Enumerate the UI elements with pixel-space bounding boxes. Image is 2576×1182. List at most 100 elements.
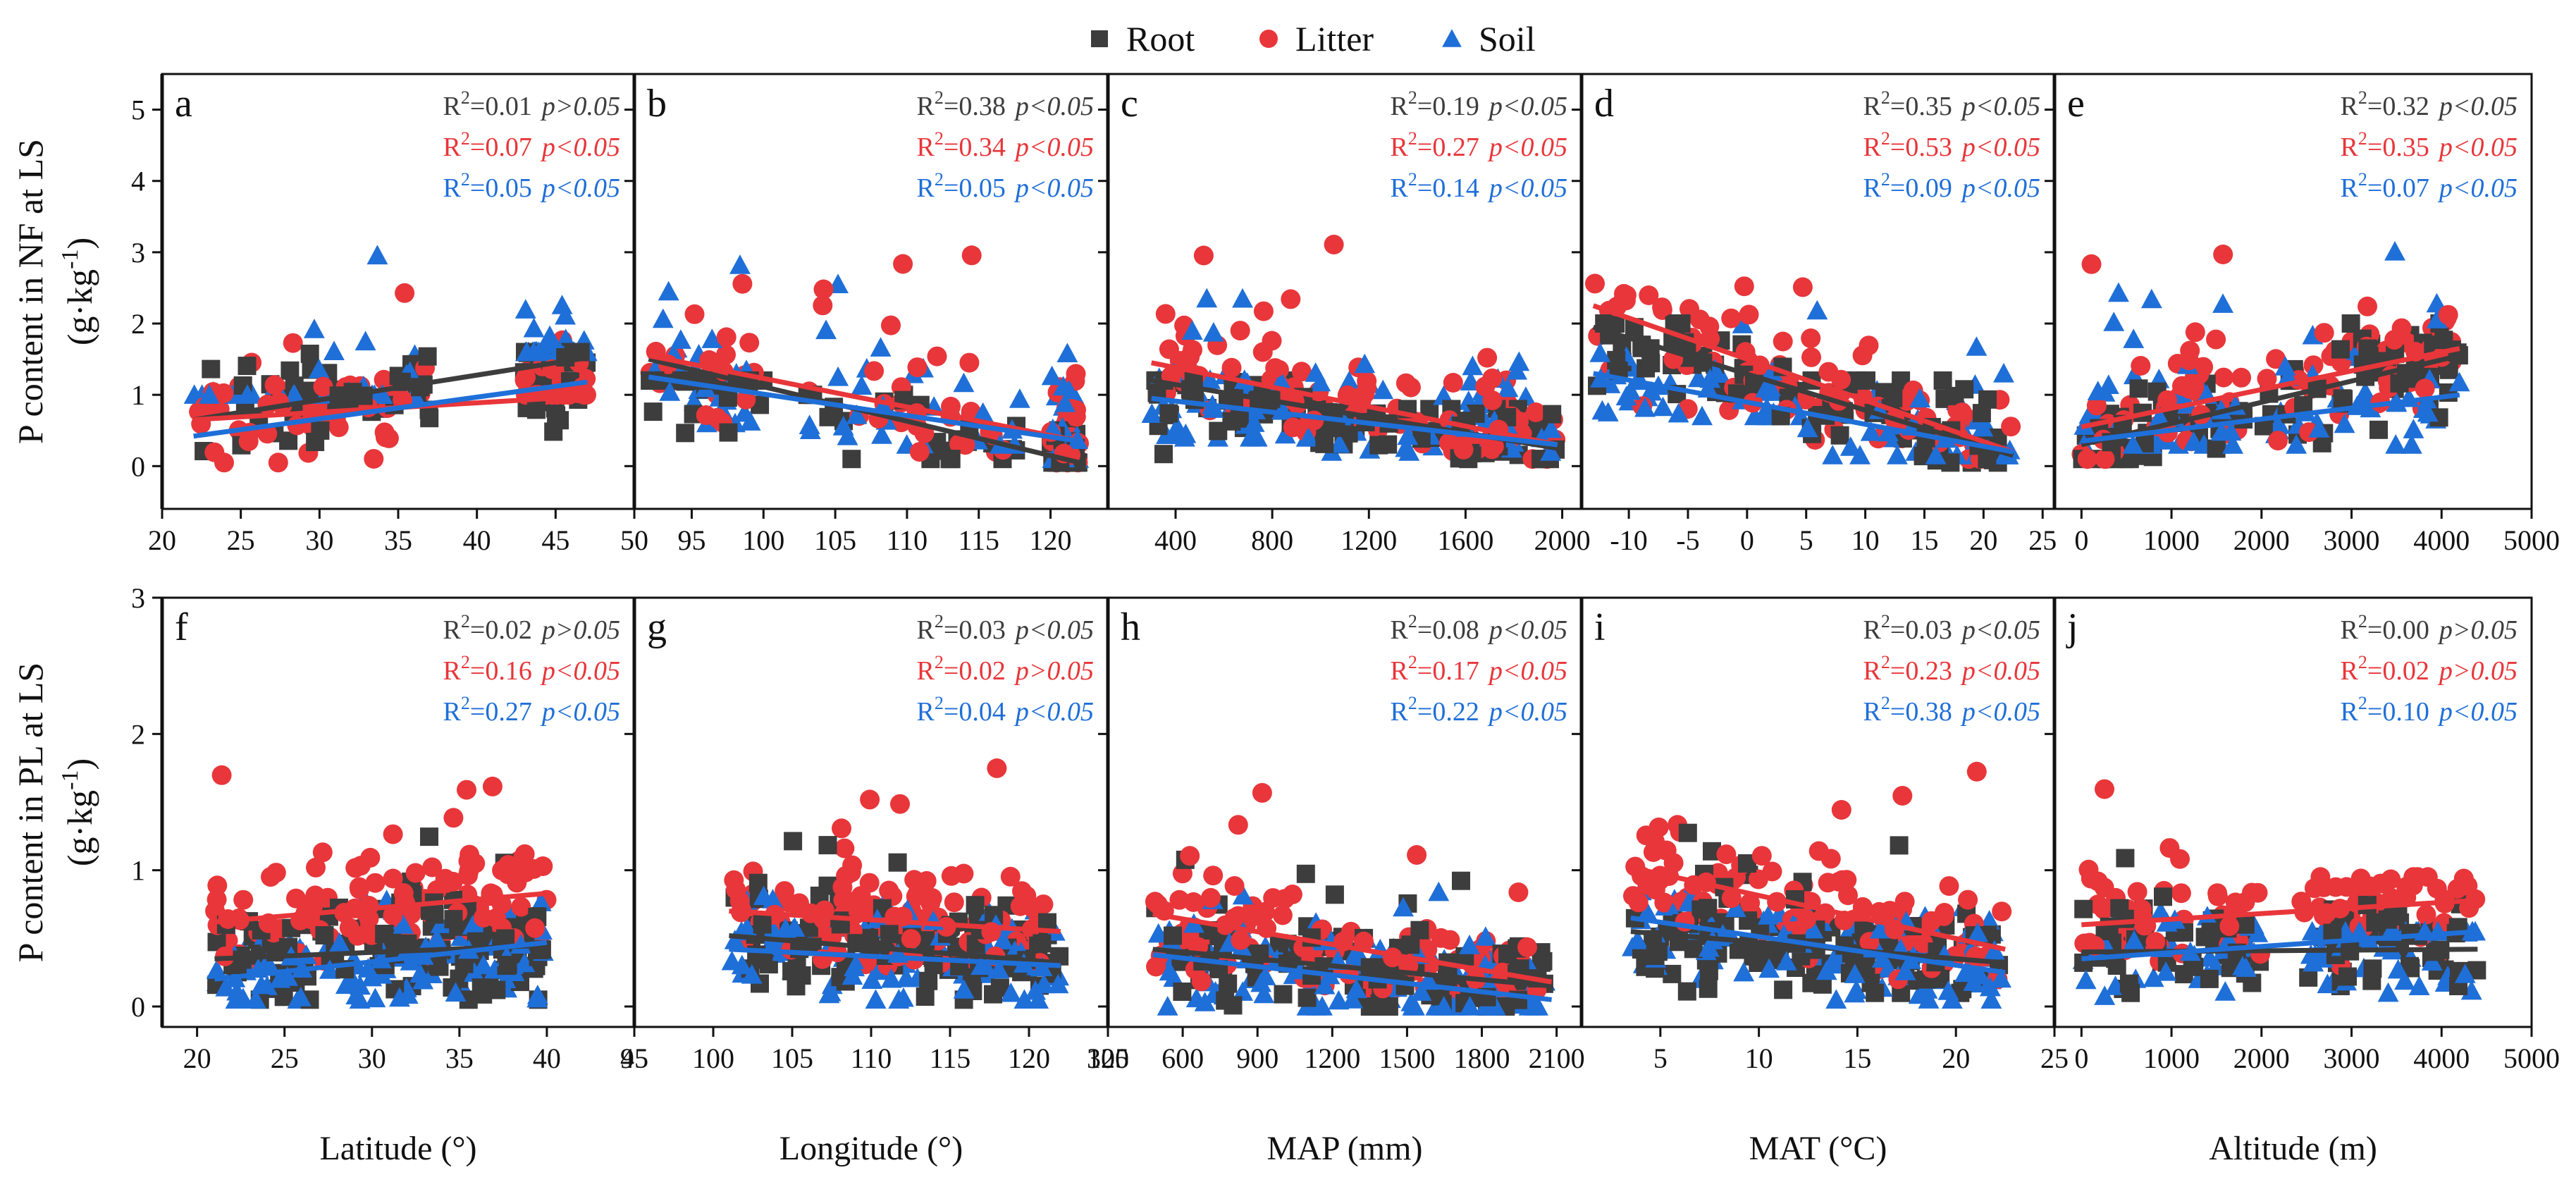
point-soil xyxy=(1232,981,1254,1001)
point-litter xyxy=(1230,321,1250,341)
point-soil xyxy=(2108,282,2129,302)
point-litter xyxy=(1508,882,1529,902)
y-tick-label: 0 xyxy=(131,991,145,1023)
point-soil xyxy=(1993,362,2014,383)
point-litter xyxy=(525,918,546,938)
point-soil xyxy=(514,299,536,319)
point-soil xyxy=(1691,405,1713,426)
point-soil xyxy=(1725,897,1746,918)
stat-soil: R2=0.05 p<0.05 xyxy=(443,169,620,203)
point-soil xyxy=(1342,989,1363,1009)
point-soil xyxy=(988,959,1010,979)
panel-f-data xyxy=(205,765,557,1009)
point-root xyxy=(2366,913,2385,932)
point-litter xyxy=(2178,350,2199,371)
y-axis-title-line1: P content in PL at LS xyxy=(11,663,50,962)
point-litter xyxy=(1892,899,1912,920)
point-root xyxy=(719,423,738,442)
r2-superscript: 2 xyxy=(935,169,944,190)
point-soil xyxy=(1410,981,1432,1001)
x-tick-label: 0 xyxy=(1740,524,1754,556)
x-tick-label: 40 xyxy=(533,1042,561,1074)
r2-superscript: 2 xyxy=(1408,652,1417,672)
point-litter xyxy=(1193,245,1214,266)
y-tick-label: 5 xyxy=(131,94,145,126)
panel-c-data xyxy=(1141,235,1566,469)
point-soil xyxy=(1980,989,2002,1009)
point-litter xyxy=(1010,896,1030,916)
point-soil xyxy=(2122,434,2144,454)
point-litter xyxy=(2207,883,2228,904)
point-litter xyxy=(1252,782,1272,803)
r2-superscript: 2 xyxy=(1881,611,1890,632)
point-litter xyxy=(1992,901,2012,922)
p-value: p<0.05 xyxy=(1960,697,2040,727)
x-tick-label: 1800 xyxy=(1454,1042,1510,1074)
point-root xyxy=(1164,926,1182,945)
point-litter xyxy=(204,442,225,462)
r2-value: =0.34 xyxy=(944,133,1006,162)
point-soil xyxy=(1181,320,1203,340)
point-root xyxy=(643,402,663,421)
point-litter xyxy=(1526,402,1546,422)
p-value: p<0.05 xyxy=(1960,173,2040,203)
stat-soil: R2=0.38 p<0.05 xyxy=(1863,693,2040,727)
point-soil xyxy=(1202,398,1224,418)
point-litter xyxy=(1892,786,1913,806)
legend-entry-litter: Litter xyxy=(1259,19,1374,59)
point-root xyxy=(2116,849,2135,868)
point-litter xyxy=(1808,841,1829,861)
point-litter xyxy=(2326,877,2346,897)
point-soil xyxy=(658,281,679,301)
p-value: p<0.05 xyxy=(1013,133,1094,162)
point-litter xyxy=(264,375,285,395)
fit-line-litter xyxy=(2081,345,2460,430)
point-root xyxy=(1173,983,1192,1001)
r2-superscript: 2 xyxy=(461,87,470,108)
point-litter xyxy=(1245,906,1264,926)
y-tick-label: 1 xyxy=(131,379,145,411)
point-soil xyxy=(739,411,761,431)
point-soil xyxy=(2401,434,2422,454)
stat-litter: R2=0.35 p<0.05 xyxy=(2341,128,2518,162)
point-litter xyxy=(2171,883,2191,904)
point-soil xyxy=(1967,922,1989,942)
x-tick-label: 3000 xyxy=(2324,524,2380,556)
point-litter xyxy=(1719,400,1739,420)
point-soil xyxy=(2414,398,2436,418)
point-root xyxy=(472,978,491,997)
point-root xyxy=(1534,952,1553,971)
point-litter xyxy=(1354,931,1374,952)
point-root xyxy=(1677,982,1696,1001)
r2-value: =0.02 xyxy=(2367,656,2429,686)
point-root xyxy=(1972,404,1991,423)
r2-value: =0.14 xyxy=(1417,173,1479,203)
point-soil xyxy=(851,375,873,395)
point-root xyxy=(1866,983,1885,1002)
r2-value: =0.02 xyxy=(944,656,1006,686)
point-litter xyxy=(860,789,880,810)
stat-root: R2=0.08 p<0.05 xyxy=(1391,611,1567,645)
point-soil xyxy=(888,989,910,1009)
point-soil xyxy=(1052,376,1074,396)
point-soil xyxy=(1196,288,1218,308)
r2-superscript: 2 xyxy=(1881,652,1890,672)
point-soil xyxy=(2149,406,2170,426)
r2-superscript: 2 xyxy=(1881,693,1890,713)
point-soil xyxy=(1979,976,2001,997)
point-litter xyxy=(507,873,527,893)
x-tick-label: 105 xyxy=(771,1042,813,1074)
point-soil xyxy=(2426,309,2448,328)
point-soil xyxy=(1054,392,1076,412)
point-soil xyxy=(1173,426,1195,447)
y-axis-title-unit: (g·kg-1) xyxy=(57,758,99,866)
point-litter xyxy=(1966,761,1987,782)
stat-soil: R2=0.07 p<0.05 xyxy=(2341,169,2518,203)
r2-symbol: R xyxy=(917,697,935,727)
x-tick-label: 900 xyxy=(1236,1042,1278,1074)
r2-value: =0.35 xyxy=(1890,92,1952,121)
point-litter xyxy=(1200,887,1221,908)
point-litter xyxy=(881,315,901,335)
x-tick-label: 40 xyxy=(463,524,491,556)
p-value: p<0.05 xyxy=(1960,615,2040,645)
